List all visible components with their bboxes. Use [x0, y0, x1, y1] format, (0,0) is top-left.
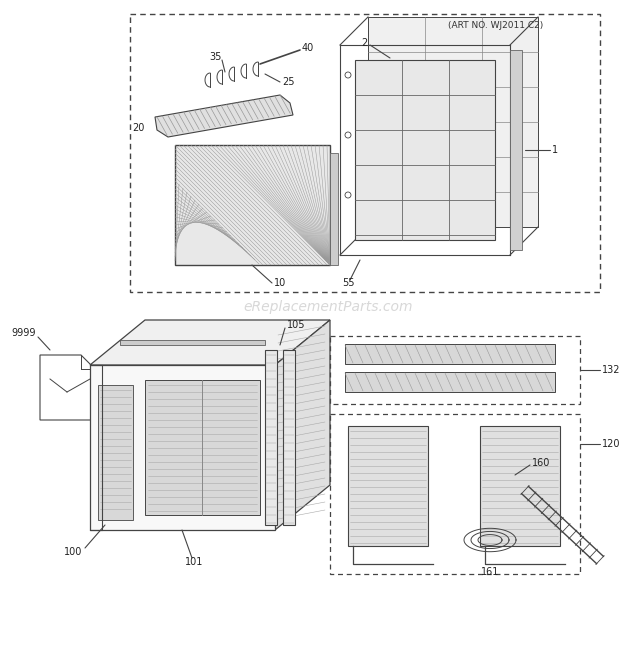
Circle shape — [114, 396, 122, 404]
Circle shape — [345, 72, 351, 78]
Text: 35: 35 — [209, 52, 221, 62]
Circle shape — [345, 132, 351, 138]
Text: 1: 1 — [552, 145, 558, 155]
Circle shape — [114, 379, 122, 387]
Text: 161: 161 — [481, 567, 499, 577]
Bar — [330, 414, 580, 574]
Text: 20: 20 — [133, 123, 145, 133]
Bar — [345, 344, 555, 364]
Text: 100: 100 — [64, 547, 82, 557]
Bar — [330, 153, 338, 265]
Bar — [265, 350, 277, 525]
Text: 101: 101 — [185, 557, 203, 567]
Text: 132: 132 — [602, 365, 620, 375]
Bar — [345, 372, 555, 392]
Bar — [98, 385, 133, 520]
Bar — [355, 60, 495, 240]
Polygon shape — [90, 320, 330, 365]
Text: 105: 105 — [287, 320, 306, 330]
Text: 160: 160 — [532, 458, 551, 468]
Circle shape — [177, 517, 187, 527]
Polygon shape — [40, 355, 95, 420]
Text: 40: 40 — [302, 43, 314, 53]
Text: 10: 10 — [274, 278, 286, 288]
Bar — [175, 145, 330, 265]
Polygon shape — [275, 320, 330, 530]
Bar — [130, 14, 600, 292]
Bar — [368, 17, 538, 227]
Text: (ART NO. WJ2011 C2): (ART NO. WJ2011 C2) — [448, 20, 544, 30]
Bar — [480, 426, 560, 546]
Bar — [145, 380, 260, 515]
Text: 25: 25 — [282, 77, 294, 87]
Text: 120: 120 — [602, 439, 620, 449]
Text: 2: 2 — [361, 38, 368, 48]
Circle shape — [345, 192, 351, 198]
Circle shape — [114, 413, 122, 421]
Text: 9999: 9999 — [12, 328, 36, 338]
Bar — [330, 336, 580, 404]
Polygon shape — [155, 95, 293, 137]
Bar — [348, 426, 428, 546]
FancyArrow shape — [120, 340, 265, 344]
Bar — [510, 50, 522, 250]
Bar — [283, 350, 295, 525]
Bar — [90, 365, 275, 530]
Text: 55: 55 — [342, 278, 354, 288]
Text: eReplacementParts.com: eReplacementParts.com — [244, 300, 414, 315]
